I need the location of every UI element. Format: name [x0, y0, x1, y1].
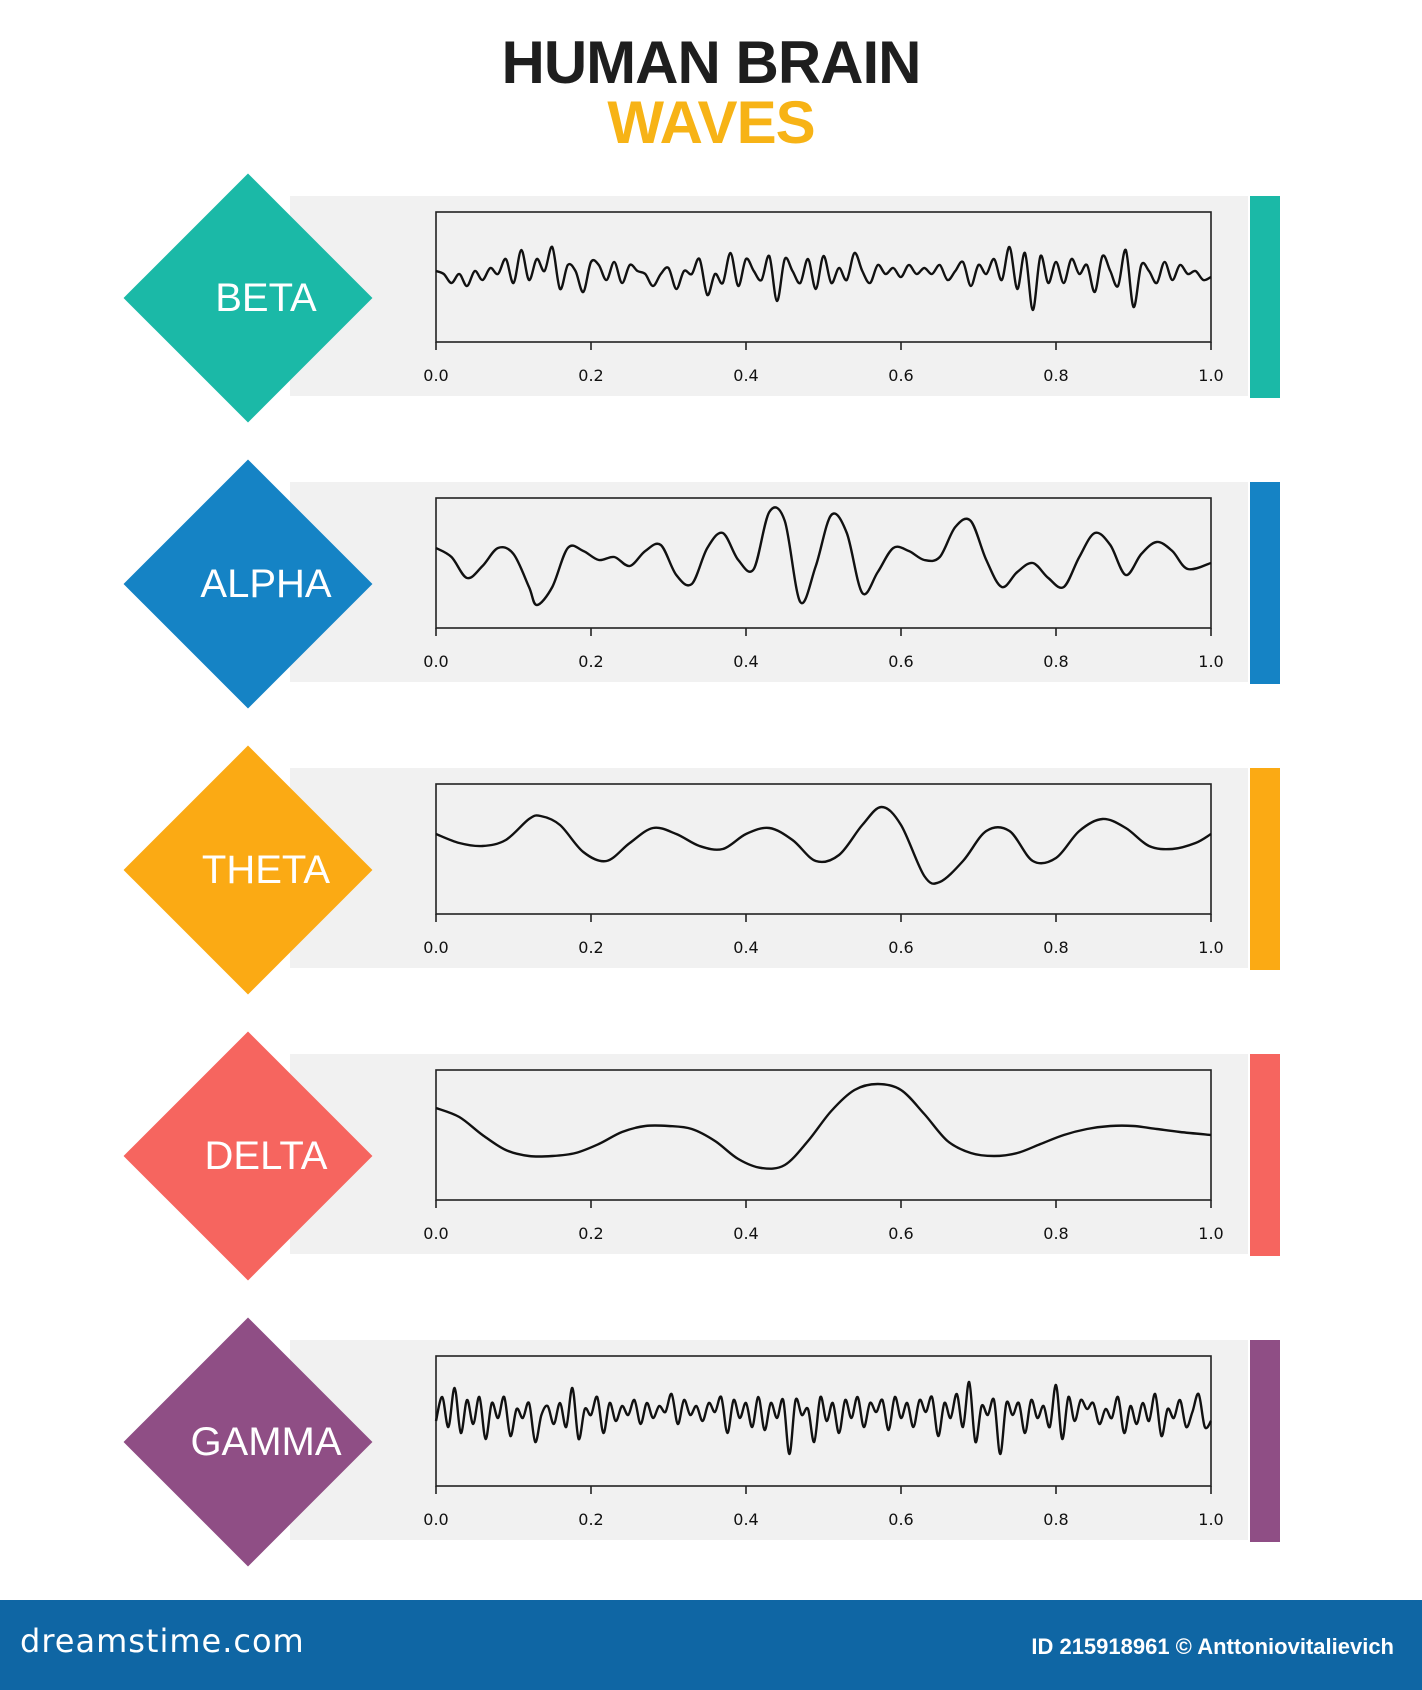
x-tick-label: 0.2 [578, 366, 603, 385]
wave-label: ALPHA [200, 562, 332, 606]
footer-credit: ID 215918961 © Anttoniovitalievich [1031, 1634, 1394, 1659]
x-tick-label: 0.6 [888, 366, 913, 385]
footer-brand[interactable]: dreamstime.com [20, 1622, 305, 1660]
color-bar [1250, 482, 1280, 684]
wave-plot: 0.0 0.2 0.4 0.6 0.8 1.0 [423, 497, 1224, 671]
wave-line [434, 1380, 1213, 1456]
wave-label: THETA [201, 848, 331, 892]
x-tick-label: 0.4 [733, 938, 758, 957]
wave-line [435, 245, 1212, 312]
plot-frame [435, 783, 1212, 915]
panel-background [290, 768, 1248, 968]
wave-panel-delta: DELTA 0.0 0.2 0.4 0.6 0.8 1.0 [0, 1030, 1422, 1316]
page-title: HUMAN BRAIN [501, 29, 922, 96]
x-tick-label: 0.6 [888, 938, 913, 957]
x-tick-label: 0.8 [1043, 1224, 1068, 1243]
wave-panel-alpha: ALPHA 0.0 0.2 0.4 0.6 0.8 1.0 [0, 458, 1422, 744]
x-tick-label: 0.4 [733, 366, 758, 385]
x-tick-label: 0.2 [578, 938, 603, 957]
x-tick-label: 1.0 [1198, 1510, 1223, 1529]
plot-frame [435, 497, 1212, 629]
x-tick-label: 0.8 [1043, 938, 1068, 957]
x-tick-label: 0.6 [888, 652, 913, 671]
panel-background [290, 196, 1248, 396]
wave-label: DELTA [204, 1134, 328, 1178]
x-tick-label: 0.8 [1043, 1510, 1068, 1529]
footer-bar: dreamstime.com ID 215918961 © Anttoniovi… [0, 1600, 1422, 1690]
x-tick-label: 0.8 [1043, 652, 1068, 671]
x-tick-label: 1.0 [1198, 1224, 1223, 1243]
wave-plot: 0.0 0.2 0.4 0.6 0.8 1.0 [423, 783, 1224, 957]
x-tick-label: 0.2 [578, 1510, 603, 1529]
x-tick-label: 1.0 [1198, 366, 1223, 385]
x-tick-label: 0.8 [1043, 366, 1068, 385]
wave-panel-theta: THETA 0.0 0.2 0.4 0.6 0.8 1.0 [0, 744, 1422, 1030]
wave-panel-gamma: GAMMA 0.0 0.2 0.4 0.6 0.8 1.0 [0, 1316, 1422, 1602]
panel-background [290, 1340, 1248, 1540]
wave-panel-beta: BETA 0.0 0.2 0.4 0.6 0.8 1.0 [0, 172, 1422, 458]
plot-frame [435, 211, 1212, 343]
x-tick-label: 1.0 [1198, 938, 1223, 957]
wave-line [435, 506, 1212, 607]
x-tick-label: 0.0 [423, 366, 448, 385]
x-tick-label: 0.0 [423, 1510, 448, 1529]
x-tick-label: 0.4 [733, 1224, 758, 1243]
wave-plot: 0.0 0.2 0.4 0.6 0.8 1.0 [423, 1069, 1224, 1243]
wave-label: BETA [215, 276, 317, 320]
wave-plot: 0.0 0.2 0.4 0.6 0.8 1.0 [423, 1355, 1224, 1529]
wave-plot: 0.0 0.2 0.4 0.6 0.8 1.0 [423, 211, 1224, 385]
x-tick-label: 0.0 [423, 652, 448, 671]
x-tick-label: 0.4 [733, 652, 758, 671]
x-tick-label: 0.0 [423, 1224, 448, 1243]
x-tick-label: 0.6 [888, 1510, 913, 1529]
x-tick-label: 0.0 [423, 938, 448, 957]
x-tick-label: 0.2 [578, 1224, 603, 1243]
wave-line [435, 805, 1212, 885]
page-subtitle: WAVES [607, 89, 815, 156]
color-bar [1250, 768, 1280, 970]
panel-background [290, 1054, 1248, 1254]
x-tick-label: 1.0 [1198, 652, 1223, 671]
x-tick-label: 0.2 [578, 652, 603, 671]
plot-frame [435, 1069, 1212, 1201]
color-bar [1250, 196, 1280, 398]
wave-line [435, 1082, 1212, 1170]
wave-label: GAMMA [190, 1420, 342, 1464]
color-bar [1250, 1340, 1280, 1542]
color-bar [1250, 1054, 1280, 1256]
x-tick-label: 0.4 [733, 1510, 758, 1529]
x-tick-label: 0.6 [888, 1224, 913, 1243]
